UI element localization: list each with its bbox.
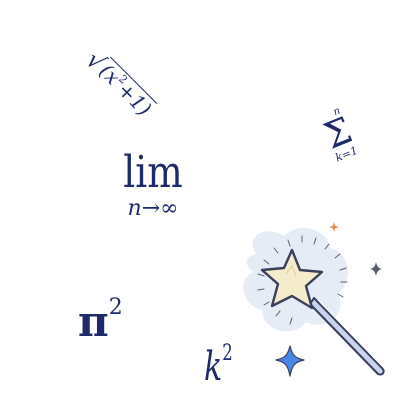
limit-word: lim: [123, 147, 183, 198]
magic-wand-icon: [243, 222, 385, 377]
wand-handle: [309, 297, 385, 376]
limit-expression: lim n→∞: [108, 150, 198, 222]
sqrt-radicand: (x2+1): [93, 56, 158, 121]
sqrt-expression: √(x2+1): [80, 46, 158, 123]
gray-sparkle-icon: [370, 262, 382, 276]
limit-subscript: n→∞: [127, 196, 179, 221]
k-exponent: 2: [222, 341, 233, 366]
blue-sparkle-icon: [275, 345, 305, 377]
wand-star: [260, 248, 324, 310]
pi-squared-expression: π2: [78, 286, 123, 344]
summation-expression: n Σ k=1: [299, 98, 381, 178]
k-symbol: k: [204, 344, 223, 390]
sparkle-rays: [257, 235, 348, 325]
k-squared-expression: k2: [204, 334, 233, 387]
pi-symbol: π: [78, 297, 109, 346]
orange-sparkle-icon: [329, 222, 339, 232]
pi-exponent: 2: [108, 295, 123, 320]
